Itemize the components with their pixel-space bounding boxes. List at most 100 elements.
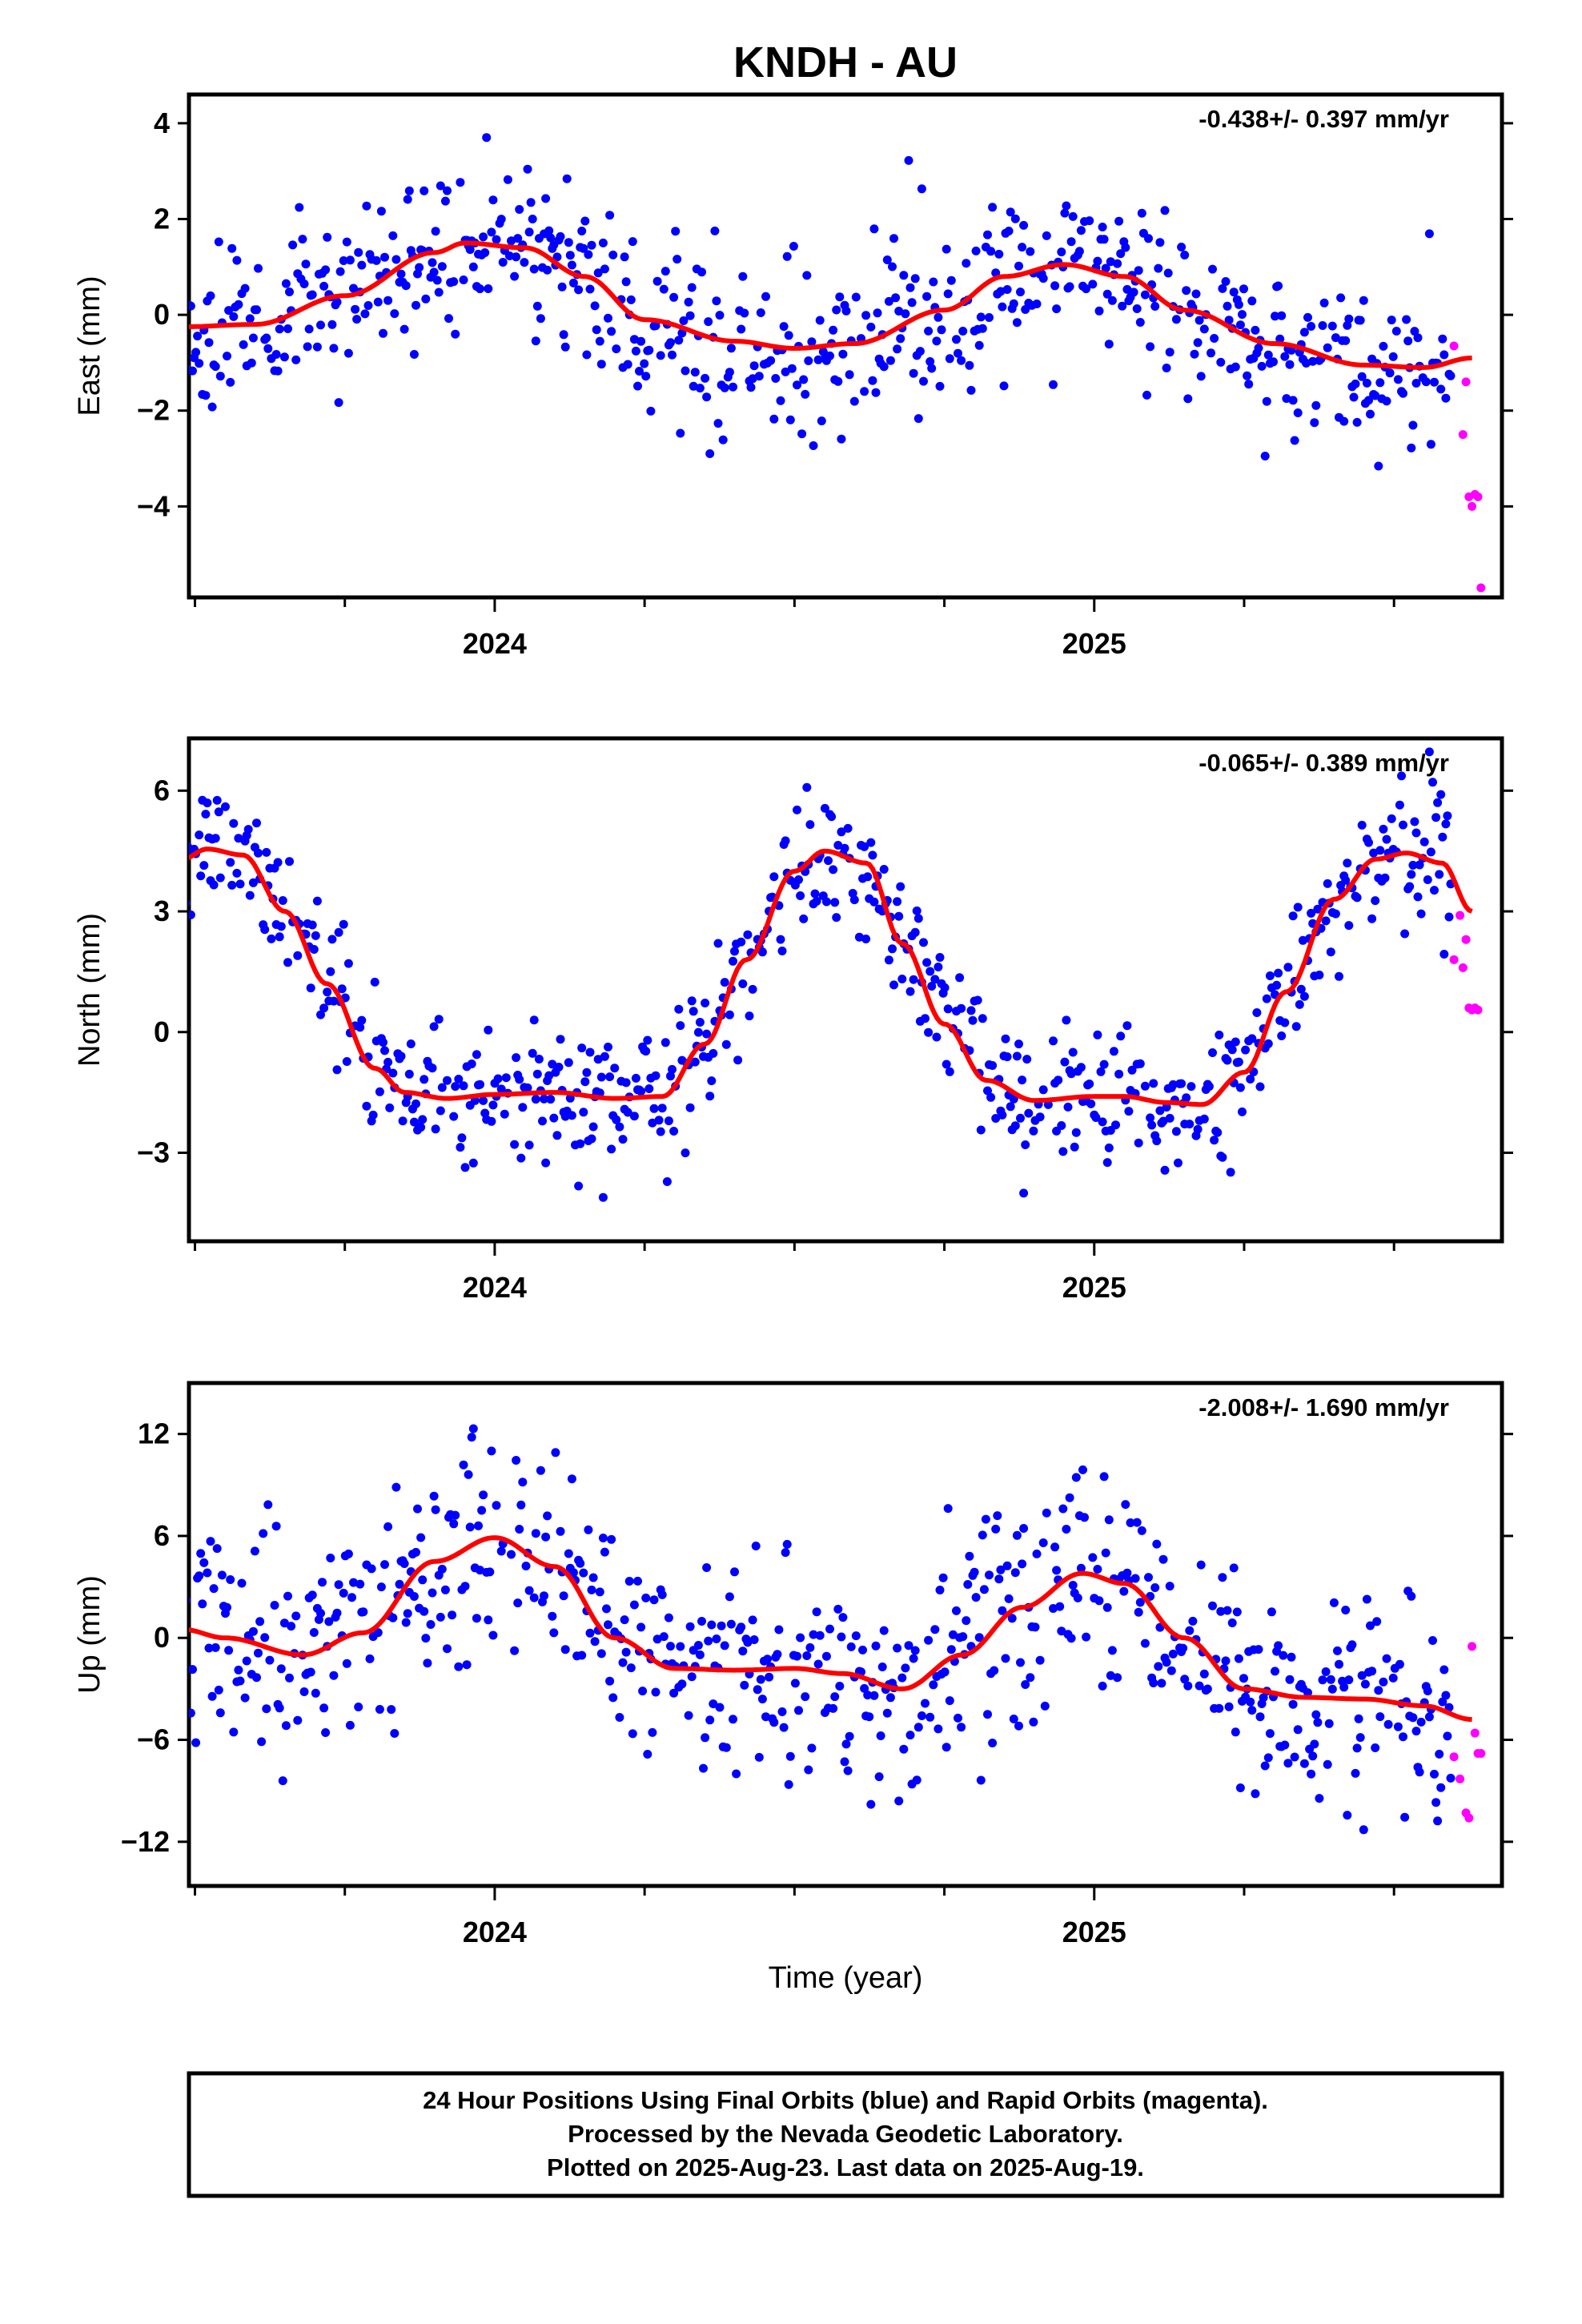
east-final-point	[695, 384, 705, 393]
up-final-point	[285, 1673, 294, 1683]
east-final-point	[1366, 409, 1375, 419]
north-final-point	[1231, 1037, 1240, 1047]
north-final-point	[1387, 814, 1396, 823]
east-final-point	[440, 196, 450, 206]
east-final-point	[345, 255, 355, 265]
up-final-point	[726, 1619, 736, 1629]
north-final-point	[1102, 1158, 1112, 1168]
east-final-point	[1193, 338, 1203, 348]
up-final-point	[830, 1692, 840, 1702]
north-final-point	[1076, 1063, 1086, 1072]
east-final-point	[201, 391, 211, 400]
east-final-point	[1438, 334, 1447, 344]
east-final-point	[607, 327, 616, 336]
up-final-point	[1446, 1773, 1456, 1783]
north-final-point	[1099, 1059, 1109, 1069]
up-final-point	[796, 1633, 805, 1642]
east-final-point	[1062, 201, 1071, 211]
north-ytick-label: 6	[154, 774, 170, 806]
north-final-point	[888, 944, 897, 954]
north-final-point	[306, 983, 315, 993]
up-final-point	[1107, 1646, 1117, 1655]
up-final-point	[1441, 1691, 1451, 1700]
up-final-point	[825, 1624, 834, 1634]
north-final-point	[840, 843, 849, 853]
east-final-point	[562, 174, 572, 183]
up-final-point	[757, 1695, 767, 1704]
north-final-point	[493, 1074, 503, 1084]
up-final-point	[203, 1568, 212, 1578]
north-final-point	[1435, 870, 1444, 879]
north-final-point	[743, 930, 753, 939]
up-final-point	[638, 1687, 648, 1696]
north-final-point	[721, 1039, 731, 1049]
up-final-point	[334, 1580, 343, 1590]
up-final-point	[412, 1547, 420, 1557]
up-final-point	[1293, 1725, 1303, 1735]
north-final-point	[1096, 1067, 1106, 1076]
north-final-point	[1063, 1102, 1073, 1112]
north-final-point	[897, 975, 907, 983]
up-final-point	[863, 1691, 873, 1700]
east-final-point	[769, 414, 779, 424]
north-final-point	[668, 1064, 677, 1074]
north-final-point	[1400, 929, 1410, 939]
east-final-point	[635, 367, 644, 376]
up-final-point	[279, 1618, 289, 1628]
east-final-point	[319, 281, 329, 291]
up-final-point	[1234, 1654, 1243, 1663]
east-final-point	[738, 271, 748, 281]
up-final-point	[459, 1460, 468, 1470]
up-final-point	[1324, 1719, 1334, 1728]
up-final-point	[472, 1614, 481, 1623]
east-final-point	[909, 368, 918, 378]
east-final-point	[1182, 286, 1191, 296]
east-final-point	[415, 263, 424, 272]
up-final-point	[1132, 1518, 1142, 1527]
up-final-point	[1323, 1759, 1332, 1769]
east-final-point	[349, 283, 358, 293]
north-final-point	[1397, 771, 1406, 781]
north-final-point	[612, 1115, 621, 1124]
up-rapid-point	[1449, 1752, 1459, 1762]
up-final-point	[1196, 1560, 1206, 1570]
east-final-point	[504, 251, 514, 260]
east-final-point	[1388, 352, 1398, 361]
up-final-point	[195, 1571, 204, 1581]
east-final-point	[252, 305, 261, 315]
east-final-point	[498, 258, 508, 267]
east-rapid-point	[1449, 341, 1459, 351]
east-final-point	[275, 324, 284, 334]
east-final-point	[1426, 440, 1435, 449]
north-final-point	[1098, 1117, 1107, 1127]
east-final-point	[401, 281, 411, 291]
east-final-point	[833, 376, 843, 386]
up-final-point	[487, 1446, 496, 1456]
up-final-point	[342, 1659, 351, 1668]
north-final-point	[1428, 778, 1437, 787]
east-final-point	[704, 317, 713, 327]
up-final-point	[270, 1601, 279, 1610]
east-final-point	[1275, 334, 1285, 344]
up-final-point	[1029, 1717, 1038, 1727]
north-final-point	[285, 857, 294, 866]
north-final-point	[232, 868, 242, 878]
up-final-point	[845, 1731, 854, 1741]
east-final-point	[323, 232, 332, 242]
up-final-point	[474, 1521, 483, 1530]
north-final-point	[1364, 838, 1373, 847]
east-final-point	[283, 324, 292, 333]
north-final-point	[1162, 1103, 1171, 1112]
up-final-point	[1408, 1713, 1418, 1723]
up-final-point	[345, 1720, 355, 1730]
up-final-point	[802, 1651, 812, 1660]
north-xtick-label: 2024	[463, 1271, 527, 1304]
up-final-point	[1352, 1743, 1362, 1753]
east-final-point	[191, 348, 201, 357]
east-ytick-label: 2	[154, 203, 170, 235]
up-final-point	[1433, 1816, 1443, 1826]
east-final-point	[782, 251, 792, 261]
east-final-point	[869, 224, 879, 234]
east-final-point	[926, 357, 935, 366]
east-final-point	[327, 320, 337, 329]
